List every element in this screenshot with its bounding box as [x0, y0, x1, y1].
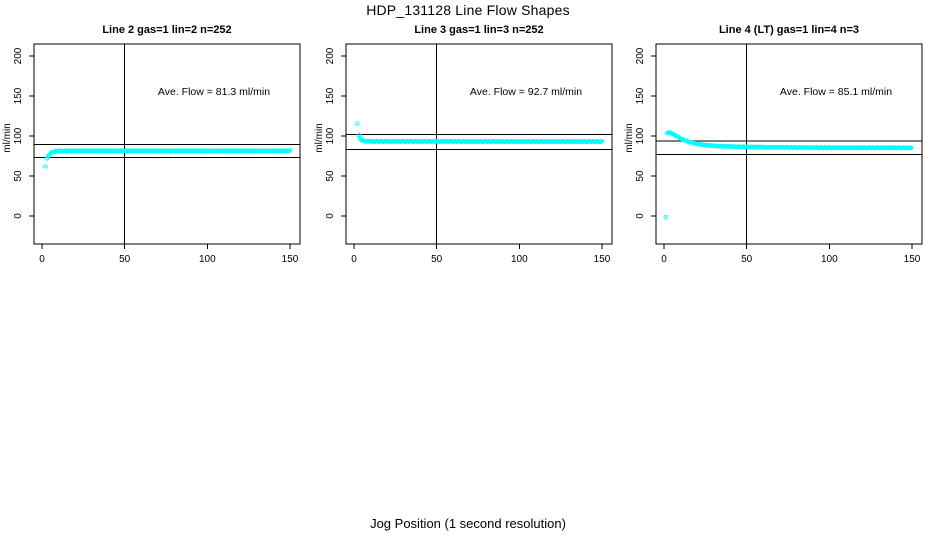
x-tick-label: 150 — [282, 254, 299, 265]
x-tick-label: 50 — [741, 254, 753, 265]
panel-title: Line 4 (LT) gas=1 lin=4 n=3 — [719, 24, 859, 36]
data-point — [909, 145, 914, 150]
x-tick-label: 150 — [904, 254, 921, 265]
data-point — [663, 215, 668, 220]
plots-canvas: Line 2 gas=1 lin=2 n=252 0 50 100 150 0 50 100 1… — [2, 24, 923, 265]
y-tick-label: 150 — [325, 87, 336, 104]
panel-1: Line 2 gas=1 lin=2 n=252 0 50 100 150 0 50 100 1… — [2, 24, 301, 265]
x-axis-ticks: 0 50 100 150 — [39, 244, 299, 265]
data-point — [43, 164, 48, 169]
x-axis-label: Jog Position (1 second resolution) — [370, 516, 566, 531]
y-tick-label: 100 — [325, 127, 336, 144]
x-tick-label: 0 — [39, 254, 45, 265]
ave-flow-annotation: Ave. Flow = 81.3 ml/min — [158, 86, 270, 98]
y-axis-ticks: 0 50 100 150 200 — [635, 47, 656, 219]
x-axis-ticks: 0 50 100 150 — [351, 244, 611, 265]
y-tick-label: 150 — [635, 87, 646, 104]
x-tick-label: 100 — [199, 254, 216, 265]
scatter-points — [356, 133, 605, 145]
x-tick-label: 50 — [431, 254, 443, 265]
y-tick-label: 200 — [325, 47, 336, 64]
y-tick-label: 0 — [325, 213, 336, 219]
data-point — [599, 139, 605, 144]
outlier-point — [663, 215, 668, 220]
x-tick-label: 100 — [511, 254, 528, 265]
panel-title: Line 3 gas=1 lin=3 n=252 — [414, 24, 543, 36]
figure-title: HDP_131128 Line Flow Shapes — [366, 2, 570, 18]
y-tick-label: 50 — [635, 170, 646, 182]
y-tick-label: 50 — [13, 170, 24, 182]
x-tick-label: 0 — [661, 254, 667, 265]
plot-box — [345, 43, 613, 245]
data-point — [356, 133, 362, 138]
y-tick-label: 0 — [13, 213, 24, 219]
data-point — [357, 135, 363, 140]
scatter-points — [665, 130, 914, 151]
ave-flow-annotation: Ave. Flow = 92.7 ml/min — [470, 86, 582, 98]
x-axis-ticks: 0 50 100 150 — [661, 244, 921, 265]
y-tick-label: 50 — [325, 170, 336, 182]
outlier-point — [43, 164, 48, 169]
y-tick-label: 0 — [635, 213, 646, 219]
y-tick-label: 100 — [635, 127, 646, 144]
panel-title: Line 2 gas=1 lin=2 n=252 — [102, 24, 231, 36]
y-axis-title: ml/min — [314, 123, 325, 152]
y-tick-label: 100 — [13, 127, 24, 144]
outlier-point — [355, 121, 360, 126]
scatter-points — [44, 148, 293, 161]
y-axis-title: ml/min — [624, 123, 635, 152]
y-axis-ticks: 0 50 100 150 200 — [325, 47, 346, 219]
x-tick-label: 0 — [351, 254, 357, 265]
y-axis-ticks: 0 50 100 150 200 — [13, 47, 34, 219]
ave-flow-annotation: Ave. Flow = 85.1 ml/min — [780, 86, 892, 98]
x-tick-label: 50 — [119, 254, 131, 265]
x-tick-label: 100 — [821, 254, 838, 265]
y-tick-label: 200 — [635, 47, 646, 64]
x-tick-label: 150 — [594, 254, 611, 265]
panel-2: Line 3 gas=1 lin=3 n=252 0 50 100 150 0 50 100 1… — [314, 24, 613, 265]
plot-box — [655, 43, 923, 245]
y-tick-label: 200 — [13, 47, 24, 64]
data-point — [287, 148, 293, 153]
y-axis-title: ml/min — [2, 123, 13, 152]
y-tick-label: 150 — [13, 87, 24, 104]
data-point — [355, 121, 360, 126]
panel-3: Line 4 (LT) gas=1 lin=4 n=3 0 50 100 150 0 50 1… — [624, 24, 923, 265]
